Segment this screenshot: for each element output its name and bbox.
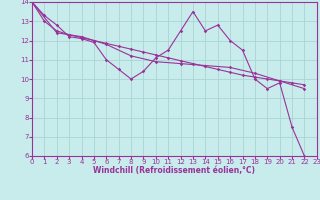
X-axis label: Windchill (Refroidissement éolien,°C): Windchill (Refroidissement éolien,°C) [93, 166, 255, 175]
